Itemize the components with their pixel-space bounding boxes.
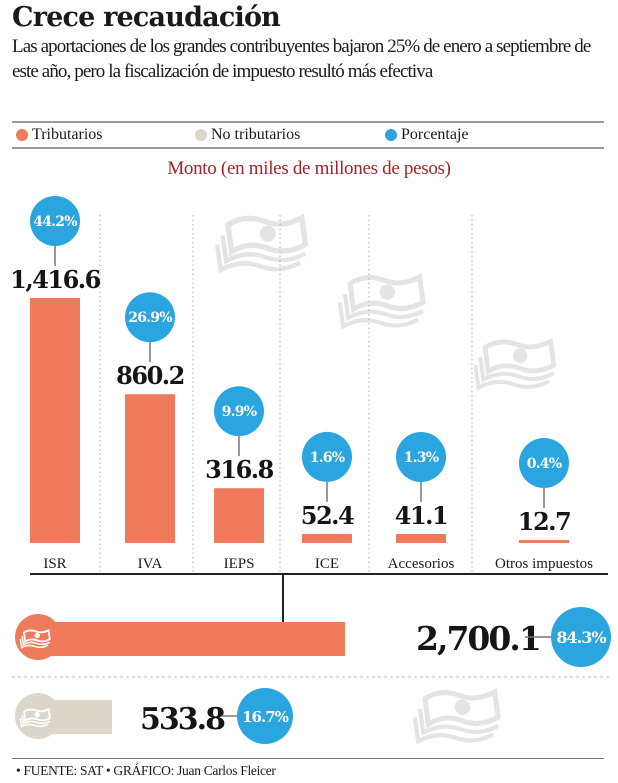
value-label-tributarios: 2,700.1 xyxy=(416,619,540,658)
percent-label: 84.3% xyxy=(556,628,606,647)
legend-label: Porcentaje xyxy=(401,126,469,143)
bar-isr xyxy=(30,298,80,543)
category-label: IEPS xyxy=(224,556,255,572)
footer-rule xyxy=(12,758,604,759)
category-label: Accesorios xyxy=(388,556,455,572)
percent-label: 26.9% xyxy=(128,310,172,326)
value-label: 860.2 xyxy=(116,361,184,390)
value-label: 41.1 xyxy=(395,501,447,530)
percent-circle xyxy=(30,196,80,246)
percent-circle xyxy=(214,386,264,437)
legend-tributarios: Tributarios xyxy=(16,126,103,144)
bar-ice xyxy=(302,533,352,543)
money-watermark-icon xyxy=(415,692,498,741)
value-label-no-tributarios: 533.8 xyxy=(140,702,225,737)
category-label: ICE xyxy=(315,556,339,572)
source-credit: • FUENTE: SAT • GRÁFICO: Juan Carlos Fle… xyxy=(16,763,276,778)
money-watermark-icon xyxy=(475,341,553,387)
money-watermark-icon xyxy=(217,218,305,270)
category-label: ISR xyxy=(43,556,66,572)
percent-label: 0.4% xyxy=(527,456,562,472)
value-label: 316.8 xyxy=(205,455,273,484)
page-title: Crece recaudación xyxy=(12,2,281,33)
percent-circle xyxy=(519,438,569,488)
legend-dot-tributarios xyxy=(16,129,28,141)
value-label: 12.7 xyxy=(518,507,570,536)
money-watermark-icon xyxy=(340,277,423,326)
subtitle: Las aportaciones de los grandes contribu… xyxy=(12,36,591,82)
percent-label: 1.6% xyxy=(310,450,345,466)
legend-label: No tributarios xyxy=(211,126,301,143)
bar-ieps xyxy=(214,488,264,543)
bar-iva xyxy=(125,394,175,543)
percent-circle xyxy=(237,688,293,744)
legend-label: Tributarios xyxy=(32,126,103,143)
bar-tributarios-total xyxy=(40,622,345,656)
value-label: 52.4 xyxy=(301,501,354,530)
bar-otros-impuestos xyxy=(519,540,569,543)
percent-circle xyxy=(396,432,446,482)
legend-dot-no-tributarios xyxy=(195,129,207,141)
legend-top-rule xyxy=(12,121,604,123)
percent-label: 1.3% xyxy=(404,450,439,466)
legend-no-tributarios: No tributarios xyxy=(195,126,300,144)
percent-circle xyxy=(551,607,611,667)
category-label: IVA xyxy=(138,556,163,572)
value-label: 1,416.6 xyxy=(10,265,101,294)
category-label: Otros impuestos xyxy=(495,556,593,572)
legend-bottom-rule xyxy=(12,147,604,149)
percent-label: 44.2% xyxy=(33,214,77,230)
bar-accesorios xyxy=(396,534,446,543)
percent-circle xyxy=(302,431,352,482)
legend-dot-porcentaje xyxy=(385,129,397,141)
percent-label: 9.9% xyxy=(222,404,257,420)
legend-porcentaje: Porcentaje xyxy=(385,126,469,144)
percent-label: 16.7% xyxy=(242,708,289,726)
percent-circle xyxy=(125,292,175,343)
chart-title: Monto (en miles de millones de pesos) xyxy=(167,158,451,179)
